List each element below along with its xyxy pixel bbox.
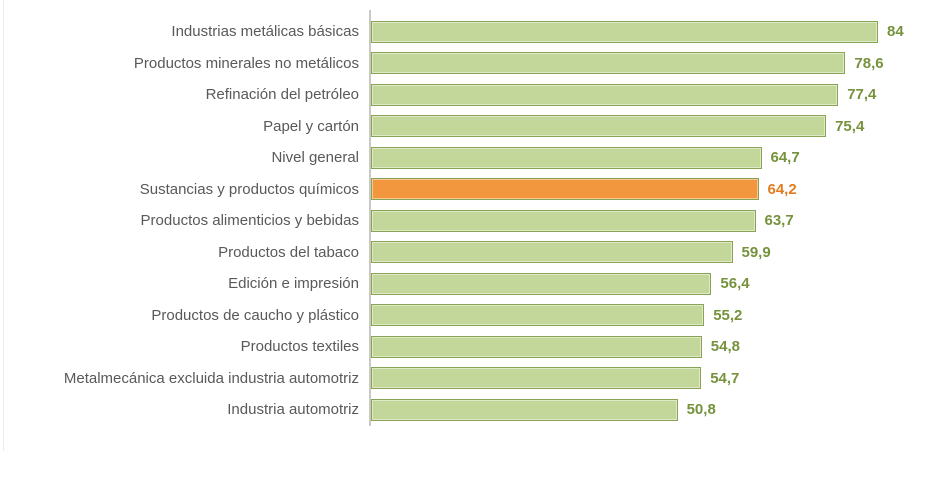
value-label: 64,7 — [770, 149, 800, 167]
category-label: Industria automotriz — [227, 401, 359, 419]
bar-rows: Industrias metálicas básicas 84 Producto… — [0, 16, 931, 426]
category-label: Edición e impresión — [228, 275, 359, 293]
value-label: 78,6 — [854, 54, 884, 72]
bar — [371, 304, 705, 327]
value-label: 56,4 — [720, 275, 750, 293]
bar — [371, 335, 702, 358]
bar-row: Sustancias y productos químicos 64,2 — [0, 174, 931, 206]
bar-area: 50,8 — [371, 394, 931, 426]
bar-row: Productos textiles 54,8 — [0, 331, 931, 363]
value-label: 63,7 — [764, 212, 794, 230]
bar-area: 54,7 — [371, 363, 931, 395]
value-label: 84 — [887, 23, 904, 41]
bar-area: 78,6 — [371, 48, 931, 80]
category-label: Papel y cartón — [263, 117, 359, 135]
category-label: Productos textiles — [240, 338, 359, 356]
category-label: Productos del tabaco — [218, 243, 359, 261]
category-label: Productos minerales no metálicos — [133, 54, 359, 72]
category-label: Productos alimenticios y bebidas — [140, 212, 359, 230]
category-label: Metalmecánica excluida industria automot… — [63, 369, 359, 387]
value-label: 59,9 — [741, 243, 771, 261]
bar-row: Nivel general 64,7 — [0, 142, 931, 174]
bar-row: Productos de caucho y plástico 55,2 — [0, 300, 931, 332]
y-axis-line — [369, 10, 371, 426]
bar-area: 84 — [371, 16, 931, 48]
bar-area: 75,4 — [371, 111, 931, 143]
bar-row: Refinación del petróleo 77,4 — [0, 79, 931, 111]
bar — [371, 209, 756, 232]
bar — [371, 178, 759, 201]
bar-row: Industria automotriz 50,8 — [0, 394, 931, 426]
value-label: 54,8 — [710, 338, 740, 356]
bar-row: Productos minerales no metálicos 78,6 — [0, 48, 931, 80]
bar — [371, 241, 733, 264]
bar-area: 54,8 — [371, 331, 931, 363]
bar-row: Edición e impresión 56,4 — [0, 268, 931, 300]
bar — [371, 146, 762, 169]
category-label: Sustancias y productos químicos — [139, 180, 359, 198]
category-label: Industrias metálicas básicas — [171, 23, 359, 41]
bar-area: 59,9 — [371, 237, 931, 269]
bar — [371, 20, 878, 43]
value-label: 55,2 — [713, 306, 743, 324]
value-label: 77,4 — [847, 86, 877, 104]
value-label: 54,7 — [710, 369, 740, 387]
bar-area: 63,7 — [371, 205, 931, 237]
category-label: Nivel general — [271, 149, 359, 167]
bar-area: 77,4 — [371, 79, 931, 111]
bar-row: Industrias metálicas básicas 84 — [0, 16, 931, 48]
bar — [371, 398, 678, 421]
bar — [371, 367, 702, 390]
value-label: 64,2 — [767, 180, 797, 198]
value-label: 75,4 — [835, 117, 865, 135]
bar-row: Productos del tabaco 59,9 — [0, 237, 931, 269]
bar-area: 64,2 — [371, 174, 931, 206]
bar — [371, 272, 712, 295]
value-label: 50,8 — [686, 401, 716, 419]
bar-row: Metalmecánica excluida industria automot… — [0, 363, 931, 395]
bar-area: 64,7 — [371, 142, 931, 174]
bar-row: Papel y cartón 75,4 — [0, 111, 931, 143]
category-label: Productos de caucho y plástico — [151, 306, 359, 324]
left-edge-line — [3, 0, 4, 451]
bar — [371, 83, 839, 106]
bar-area: 55,2 — [371, 300, 931, 332]
bar-area: 56,4 — [371, 268, 931, 300]
bar-row: Productos alimenticios y bebidas 63,7 — [0, 205, 931, 237]
category-label: Refinación del petróleo — [205, 86, 359, 104]
bar — [371, 115, 827, 138]
bar — [371, 52, 846, 75]
